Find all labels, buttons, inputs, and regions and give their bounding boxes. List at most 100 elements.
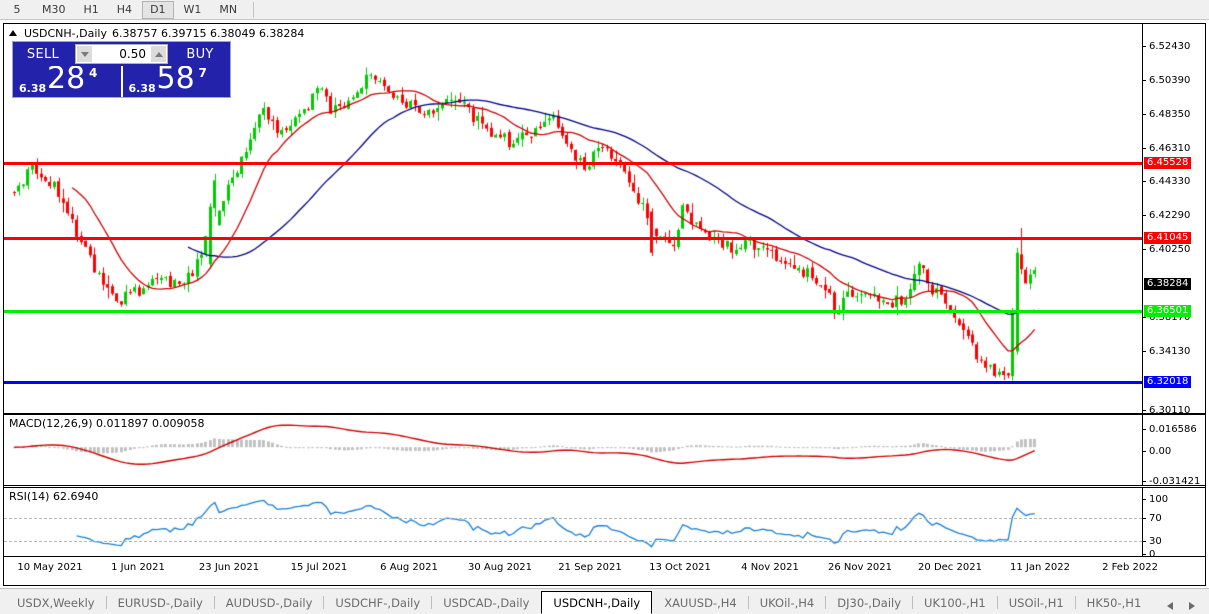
rsi-scale-tick: 30: [1143, 537, 1162, 547]
price-scale-tick: 6.52430: [1143, 42, 1190, 52]
date-axis-tick: 2 Feb 2022: [1102, 562, 1158, 573]
macd-plot-area: MACD(12,26,9) 0.011897 0.009058: [4, 415, 1142, 485]
price-level-badge: 6.38284: [1144, 278, 1192, 290]
volume-stepper[interactable]: 0.50: [75, 44, 168, 64]
price-pane[interactable]: 6.52430 6.50390 6.48350 6.46310 6.44330 6.422…: [4, 24, 1205, 416]
tab-divider: [105, 596, 107, 609]
tab-divider: [912, 596, 914, 609]
sell-price-display[interactable]: 6.38 28 4: [13, 66, 123, 97]
volume-decrease-button[interactable]: [76, 45, 93, 63]
timeframe-button-m30[interactable]: M30: [42, 3, 66, 16]
chart-tab-usdcnhdaily[interactable]: USDCNH-,Daily: [541, 591, 653, 614]
date-axis-tick: 15 Jul 2021: [290, 562, 348, 573]
chart-window[interactable]: USDCNH-,Daily 6.38757 6.39715 6.38049 6.…: [3, 23, 1206, 586]
toolbar-divider: [253, 1, 255, 18]
price-level-line[interactable]: [4, 381, 1142, 384]
price-level-badge: 6.32018: [1144, 376, 1192, 388]
price-level-line[interactable]: [4, 237, 1142, 240]
chevron-down-icon: [80, 51, 89, 57]
date-axis-tick: 26 Nov 2021: [827, 562, 893, 573]
volume-increase-button[interactable]: [150, 45, 167, 63]
date-axis-tick: 13 Oct 2021: [649, 562, 711, 573]
date-axis-tick: 21 Sep 2021: [558, 562, 622, 573]
price-level-line[interactable]: [4, 162, 1142, 165]
price-scale-tick: 6.42290: [1143, 211, 1190, 221]
timeframe-button-h1[interactable]: H1: [83, 3, 99, 16]
timeframe-button-mn[interactable]: MN: [219, 3, 238, 16]
collapse-triangle-icon[interactable]: [9, 30, 17, 36]
date-axis-tick: 10 May 2021: [17, 562, 83, 573]
macd-scale-tick: 0.00: [1143, 447, 1171, 457]
chart-tab-usdchfdaily[interactable]: USDCHF-,Daily: [335, 596, 421, 610]
tab-divider: [431, 596, 433, 609]
price-level-badge: 6.45528: [1144, 157, 1192, 169]
macd-label: MACD(12,26,9) 0.011897 0.009058: [9, 417, 205, 430]
rsi-pane[interactable]: RSI(14) 62.6940 100 70 30 0: [4, 487, 1205, 560]
price-level-badge: 6.36501: [1144, 305, 1192, 317]
scroll-left-icon[interactable]: [1167, 602, 1173, 610]
timeframe-button-d1[interactable]: D1: [142, 0, 174, 19]
macd-pane[interactable]: MACD(12,26,9) 0.011897 0.009058 0.016586…: [4, 414, 1205, 487]
date-axis-tick: 1 Jun 2021: [111, 562, 165, 573]
buy-price-fraction: 7: [198, 66, 207, 80]
rsi-scale-tick: 100: [1143, 495, 1168, 505]
macd-scale-tick: -0.031421: [1143, 477, 1200, 487]
tab-scroll-controls[interactable]: [1157, 602, 1209, 614]
sell-price-big: 28: [47, 66, 86, 96]
tab-divider: [213, 596, 215, 609]
chevron-up-icon: [154, 51, 163, 57]
date-axis-tick: 30 Aug 2021: [467, 562, 533, 573]
macd-canvas: [4, 415, 1142, 485]
tab-divider: [747, 596, 749, 609]
chart-symbol-label: USDCNH-,Daily: [24, 26, 107, 40]
scroll-right-icon[interactable]: [1189, 602, 1195, 610]
price-scale-tick: 6.46310: [1143, 144, 1190, 154]
timeframe-toolbar: 5 M30 H1 H4 D1 W1 MN: [0, 0, 1209, 20]
one-click-trading-panel[interactable]: SELL 0.50 BUY 6.38 28 4: [12, 41, 231, 98]
chart-tab-ukoilh4[interactable]: UKOil-,H4: [759, 596, 815, 610]
rsi-threshold-line: [4, 541, 1142, 542]
chart-tab-list: USDX,Weekly EURUSD-,Daily AUDUSD-,Daily USD…: [6, 591, 1152, 614]
sell-price-fraction: 4: [89, 66, 98, 80]
price-scale-tick: 6.30110: [1143, 406, 1190, 416]
rsi-scale-tick: 70: [1143, 514, 1162, 524]
chart-tab-usoilh1[interactable]: USOil-,H1: [1008, 596, 1064, 610]
chart-tab-usdcaddaily[interactable]: USDCAD-,Daily: [443, 596, 530, 610]
timeframe-button-h4[interactable]: H4: [116, 3, 133, 16]
chart-tab-dj30daily[interactable]: DJ30-,Daily: [837, 596, 902, 610]
rsi-threshold-line: [4, 518, 1142, 519]
macd-scale-tick: 0.016586: [1143, 425, 1197, 435]
rsi-label: RSI(14) 62.6940: [9, 490, 99, 503]
buy-price-display[interactable]: 6.38 58 7: [122, 66, 230, 97]
buy-button[interactable]: BUY: [186, 46, 214, 62]
chart-tab-usdxweekly[interactable]: USDX,Weekly: [17, 596, 95, 610]
price-level-line[interactable]: [4, 310, 1142, 313]
price-scale-tick: 6.34130: [1143, 347, 1190, 357]
chart-tab-xauusdh4[interactable]: XAUUSD-,H4: [664, 596, 737, 610]
chart-ohlc-values: 6.38757 6.39715 6.38049 6.38284: [111, 26, 305, 40]
sell-button[interactable]: SELL: [26, 46, 60, 62]
timeframe-button-w1[interactable]: W1: [183, 3, 202, 16]
rsi-scale-tick: 0: [1143, 550, 1155, 560]
date-axis-tick: 23 Jun 2021: [198, 562, 260, 573]
oct-price-row: 6.38 28 4 6.38 58 7: [13, 66, 230, 97]
oct-header-row: SELL 0.50 BUY: [13, 42, 230, 66]
price-scale[interactable]: 6.52430 6.50390 6.48350 6.46310 6.44330 6.422…: [1142, 24, 1205, 416]
price-scale-tick: 6.48350: [1143, 110, 1190, 120]
tab-divider: [1074, 596, 1076, 609]
chart-tab-eurusddaily[interactable]: EURUSD-,Daily: [117, 596, 203, 610]
chart-tab-uk100h1[interactable]: UK100-,H1: [924, 596, 986, 610]
volume-input[interactable]: 0.50: [93, 45, 150, 63]
date-axis-tick: 6 Aug 2021: [380, 562, 438, 573]
timeframe-button-5[interactable]: 5: [13, 3, 21, 16]
date-axis-tick: 4 Nov 2021: [741, 562, 799, 573]
chart-symbol-header: USDCNH-,Daily 6.38757 6.39715 6.38049 6.…: [9, 26, 304, 40]
rsi-plot-area: RSI(14) 62.6940: [4, 488, 1142, 556]
date-axis-tick: 20 Dec 2021: [918, 562, 982, 573]
chart-tab-bar[interactable]: USDX,Weekly EURUSD-,Daily AUDUSD-,Daily USD…: [0, 588, 1209, 614]
chart-tab-hk50h1[interactable]: HK50-,H1: [1086, 596, 1142, 610]
rsi-canvas: [4, 488, 1142, 556]
date-axis: 10 May 2021 1 Jun 2021 23 Jun 2021 15 Jul 2…: [4, 558, 1205, 584]
chart-tab-audusddaily[interactable]: AUDUSD-,Daily: [225, 596, 313, 610]
